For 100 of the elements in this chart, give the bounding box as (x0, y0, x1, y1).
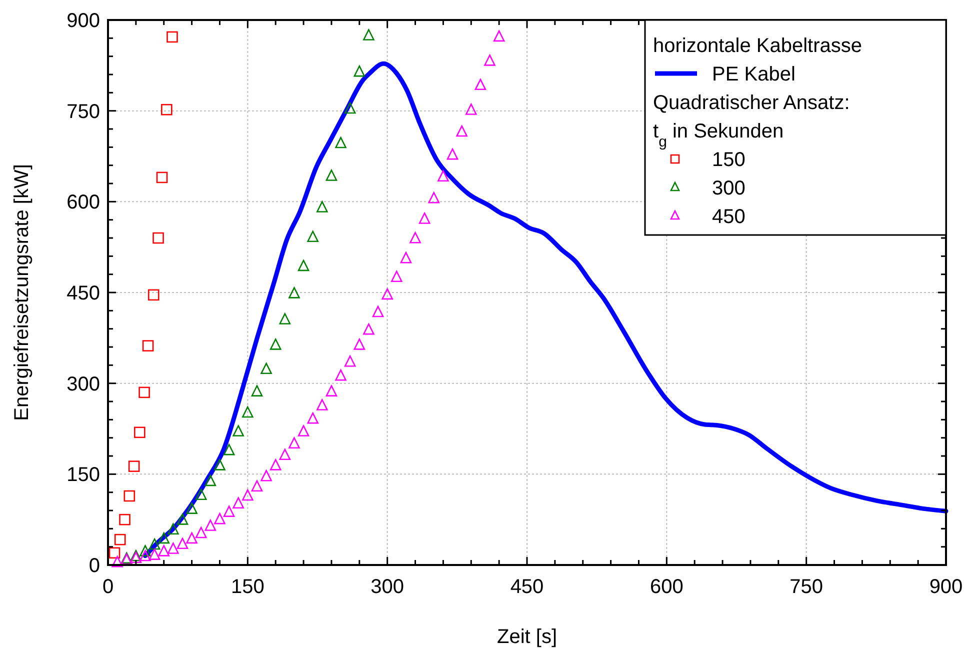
point (344, 102, 356, 114)
point (270, 459, 282, 470)
legend-title: horizontale Kabeltrasse (653, 35, 862, 57)
legend-label: 150 (712, 149, 746, 171)
point (456, 125, 468, 137)
point (390, 270, 402, 282)
point (251, 385, 263, 396)
legend-label: 300 (712, 178, 746, 200)
x-tick-label: 300 (370, 576, 404, 598)
annotation: t$_{g}$ in Sekunden (653, 120, 784, 150)
point (418, 212, 430, 224)
x-tick-label: 0 (102, 576, 114, 598)
point (124, 490, 136, 502)
point (204, 474, 216, 486)
point (186, 532, 198, 544)
y-tick-label: 450 (66, 282, 100, 304)
point (148, 548, 160, 560)
point (140, 550, 151, 562)
point (152, 232, 164, 244)
point (354, 338, 366, 350)
point (242, 489, 254, 501)
point (410, 232, 421, 244)
legend-label: 450 (712, 206, 746, 228)
point (168, 523, 179, 535)
point (176, 514, 188, 525)
point (335, 369, 346, 381)
point (148, 289, 160, 301)
y-tick-label: 300 (66, 373, 100, 396)
point (142, 340, 154, 352)
point (251, 480, 263, 492)
point (307, 230, 318, 242)
point (298, 260, 310, 272)
point (186, 502, 198, 514)
point (446, 148, 458, 160)
x-tick-label: 600 (650, 576, 684, 598)
point (493, 30, 505, 42)
point (232, 425, 244, 436)
point (260, 470, 272, 482)
point (335, 136, 346, 148)
point (119, 514, 130, 526)
point (372, 306, 384, 318)
point (223, 444, 235, 456)
point (195, 526, 207, 538)
point (400, 252, 412, 264)
point (158, 545, 170, 556)
point (288, 437, 300, 449)
point (232, 497, 244, 508)
point (166, 31, 178, 43)
point (316, 399, 328, 410)
legend-label: PE Kabel (712, 64, 796, 86)
point (158, 532, 170, 544)
point (279, 313, 291, 324)
point (156, 172, 168, 184)
y-tick-label: 900 (66, 10, 100, 32)
point (326, 170, 338, 181)
point (279, 448, 291, 460)
point (114, 534, 126, 546)
point (474, 78, 486, 90)
point (168, 542, 179, 554)
point (128, 460, 140, 472)
point (363, 29, 374, 40)
point (316, 201, 328, 212)
point (140, 545, 151, 556)
point (438, 170, 449, 182)
point (344, 355, 356, 367)
point (242, 406, 254, 418)
y-tick-label: 0 (88, 555, 100, 577)
point (148, 538, 160, 550)
point (307, 412, 318, 424)
point (484, 54, 496, 66)
x-tick-label: 450 (510, 576, 544, 598)
point (382, 288, 393, 300)
y-tick-label: 750 (66, 100, 100, 123)
point (465, 104, 477, 115)
point (214, 512, 226, 524)
x-axis-title: Zeit [s] (496, 626, 558, 648)
x-tick-label: 750 (790, 576, 824, 598)
point (108, 547, 120, 559)
point (195, 488, 207, 500)
point (138, 386, 150, 398)
point (134, 426, 146, 438)
point (270, 338, 282, 350)
point (363, 323, 374, 335)
point (260, 362, 272, 374)
point (112, 556, 123, 568)
point (326, 385, 338, 396)
point (176, 538, 188, 550)
annotation: Quadratischer Ansatz: (653, 92, 850, 114)
point (298, 425, 310, 436)
y-axis-title: Energiefreisetzungsrate [kW] (11, 164, 33, 421)
y-tick-label: 600 (66, 192, 100, 214)
x-tick-label: 150 (230, 576, 264, 598)
point (161, 104, 172, 116)
x-tick-label: 900 (929, 576, 963, 598)
y-tick-label: 150 (66, 464, 100, 486)
point (288, 287, 300, 298)
point (214, 459, 226, 470)
point (223, 506, 235, 517)
point (204, 520, 216, 531)
point (354, 65, 366, 77)
